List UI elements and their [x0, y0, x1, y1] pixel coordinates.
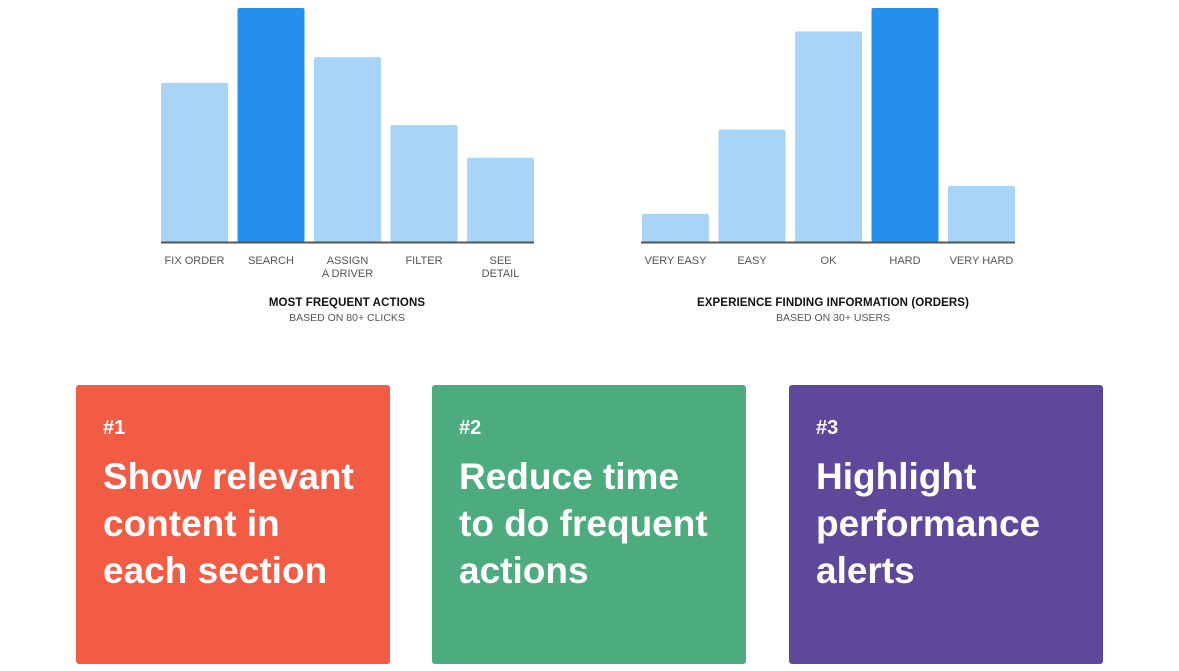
chart-caption-experience: EXPERIENCE FINDING INFORMATION (ORDERS) … — [633, 297, 1033, 324]
tick-label: OK — [821, 255, 838, 267]
bar-see-detail — [467, 157, 534, 242]
card-number: #1 — [103, 417, 126, 439]
bar-assign-a-driver — [314, 57, 381, 242]
card-number: #2 — [459, 417, 482, 439]
bar-fix-order — [161, 82, 228, 242]
chart-caption-actions: MOST FREQUENT ACTIONS BASED ON 80+ CLICK… — [197, 297, 497, 324]
bar-charts: FIX ORDER SEARCH ASSIGN A DRIVER FILTER SEE DE… — [161, 8, 1015, 280]
chart-1: FIX ORDER SEARCH ASSIGN A DRIVER FILTER SEE DE… — [161, 8, 534, 280]
tick-label: SEE DETAIL — [482, 255, 520, 280]
chart-2: VERY EASY EASY OK HARD VERY HARD — [641, 8, 1015, 267]
tick-label: HARD — [889, 255, 920, 267]
chart-subtitle: BASED ON 80+ CLICKS — [289, 312, 405, 324]
insight-card-3: #3 Highlight performance alerts — [789, 385, 1103, 664]
bar-search — [237, 8, 305, 242]
tick-label: FILTER — [405, 255, 442, 267]
tick-label: EASY — [737, 255, 767, 267]
bar-filter — [390, 125, 458, 242]
card-number: #3 — [816, 417, 839, 439]
chart-title: EXPERIENCE FINDING INFORMATION (ORDERS) — [696, 297, 970, 309]
bar-easy — [718, 129, 786, 242]
tick-label: SEARCH — [248, 255, 294, 267]
tick-label: VERY HARD — [950, 255, 1014, 267]
chart-title: MOST FREQUENT ACTIONS — [268, 297, 426, 309]
tick-label: ASSIGN A DRIVER — [322, 255, 373, 280]
tick-label: FIX ORDER — [165, 255, 225, 267]
card-text: Highlight performance alerts — [816, 456, 1041, 591]
card-text: Reduce time to do frequent actions — [459, 456, 708, 591]
insight-card-2: #2 Reduce time to do frequent actions — [432, 385, 746, 664]
chart-subtitle: BASED ON 30+ USERS — [775, 312, 891, 324]
bar-very-hard — [948, 185, 1015, 242]
insight-card-1: #1 Show relevant content in each section — [76, 385, 390, 664]
card-text: Show relevant content in each section — [103, 456, 354, 591]
bar-very-easy — [642, 213, 709, 242]
bar-ok — [795, 31, 862, 243]
bar-hard — [871, 8, 939, 242]
tick-label: VERY EASY — [645, 255, 708, 267]
